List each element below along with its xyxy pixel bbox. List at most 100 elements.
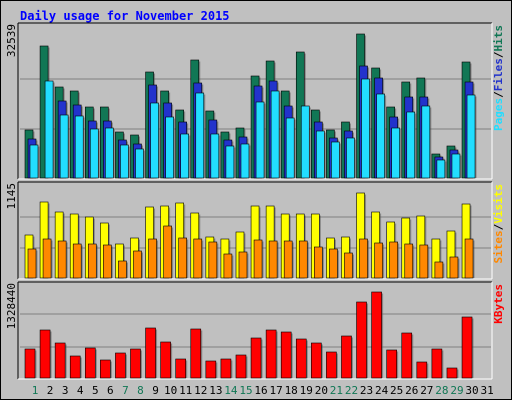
x-tick-label: 12 [194, 384, 207, 397]
bar-sites [133, 250, 142, 279]
bar-kbytes [265, 329, 277, 379]
bar-pages [406, 111, 416, 179]
x-tick-label: 19 [300, 384, 313, 397]
x-tick-label: 24 [375, 384, 389, 397]
legend-item: Hits [492, 25, 505, 52]
x-tick-label: 11 [179, 384, 192, 397]
bar-sites [389, 241, 398, 279]
x-tick-label: 28 [435, 384, 448, 397]
bar-kbytes [235, 354, 247, 379]
x-tick-label: 23 [360, 384, 373, 397]
bar-pages [300, 105, 310, 179]
bar-pages [270, 90, 280, 179]
bar-kbytes [115, 352, 126, 379]
bar-kbytes [446, 367, 458, 379]
y-max-label: 1328440 [5, 283, 18, 329]
legend-separator: / [492, 51, 505, 58]
bar-pages [29, 144, 39, 179]
bar-kbytes [100, 359, 111, 379]
x-tick-label: 9 [152, 384, 159, 397]
x-tick-label: 16 [254, 384, 267, 397]
x-tick-label: 15 [239, 384, 252, 397]
x-tick-label: 14 [224, 384, 238, 397]
bar-sites [87, 243, 97, 279]
bar-pages [421, 105, 431, 179]
bar-kbytes [341, 335, 352, 379]
bar-kbytes [130, 348, 141, 379]
x-tick-label: 3 [62, 384, 69, 397]
bar-kbytes [311, 342, 322, 379]
bar-pages [466, 94, 476, 179]
bar-sites [72, 243, 82, 279]
x-tick-label: 2 [47, 384, 54, 397]
bar-sites [314, 246, 323, 279]
bar-kbytes [280, 331, 292, 379]
legend-item: Files [492, 58, 505, 91]
bar-pages [391, 127, 400, 179]
legend-item: KBytes [492, 284, 505, 324]
y-max-label: 32539 [5, 24, 18, 57]
x-tick-label: 13 [209, 384, 222, 397]
bar-sites [178, 237, 187, 279]
bar-kbytes [175, 358, 186, 379]
bar-sites [359, 238, 368, 279]
bar-sites [419, 244, 429, 279]
bar-sites [464, 238, 474, 279]
bar-kbytes [54, 342, 66, 379]
bar-sites [344, 252, 353, 279]
bar-pages [150, 102, 159, 179]
bar-pages [180, 133, 189, 179]
bar-pages [225, 145, 235, 179]
x-tick-label: 6 [107, 384, 114, 397]
bar-kbytes [24, 348, 36, 379]
bar-pages [285, 117, 295, 179]
bar-pages [451, 153, 461, 179]
bar-kbytes [326, 351, 337, 379]
bar-sites [103, 244, 112, 279]
x-tick-label: 29 [450, 384, 463, 397]
x-tick-label: 8 [137, 384, 144, 397]
bar-sites [268, 240, 278, 279]
bar-kbytes [431, 348, 443, 379]
legend-separator: / [492, 223, 505, 230]
legend-item: Visits [492, 184, 505, 224]
x-tick-label: 20 [315, 384, 328, 397]
x-tick-label: 30 [465, 384, 478, 397]
bar-pages [165, 116, 174, 179]
legend-item: Pages [492, 98, 505, 131]
bar-kbytes [461, 316, 473, 379]
x-tick-label: 27 [420, 384, 433, 397]
bar-sites [238, 251, 248, 279]
bar-sites [148, 238, 157, 279]
x-tick-label: 21 [330, 384, 343, 397]
legend-hits-files-pages: Pages/Files/Hits [492, 25, 505, 131]
bar-sites [449, 256, 459, 279]
bar-pages [376, 93, 385, 179]
bar-kbytes [371, 291, 382, 379]
bar-kbytes [190, 328, 202, 379]
bar-sites [298, 240, 308, 279]
bar-sites [434, 261, 444, 279]
x-tick-label: 7 [122, 384, 129, 397]
bar-pages [436, 159, 446, 179]
legend-visits-sites: Sites/Visits [492, 184, 505, 264]
bar-kbytes [401, 332, 413, 379]
bar-sites [404, 243, 414, 279]
bar-pages [361, 78, 370, 179]
bar-pages [105, 127, 114, 179]
bar-pages [210, 133, 220, 179]
x-tick-label: 25 [390, 384, 403, 397]
bar-kbytes [250, 337, 262, 379]
bar-pages [255, 101, 265, 179]
bar-sites [253, 239, 263, 279]
bar-pages [89, 128, 99, 179]
bar-kbytes [69, 355, 81, 379]
bar-kbytes [205, 360, 217, 379]
bar-kbytes [295, 338, 307, 379]
bar-sites [42, 238, 52, 279]
bar-sites [193, 238, 203, 279]
x-tick-label: 1 [32, 384, 39, 397]
bar-sites [374, 242, 383, 279]
bar-pages [44, 80, 54, 179]
bar-sites [223, 253, 233, 279]
